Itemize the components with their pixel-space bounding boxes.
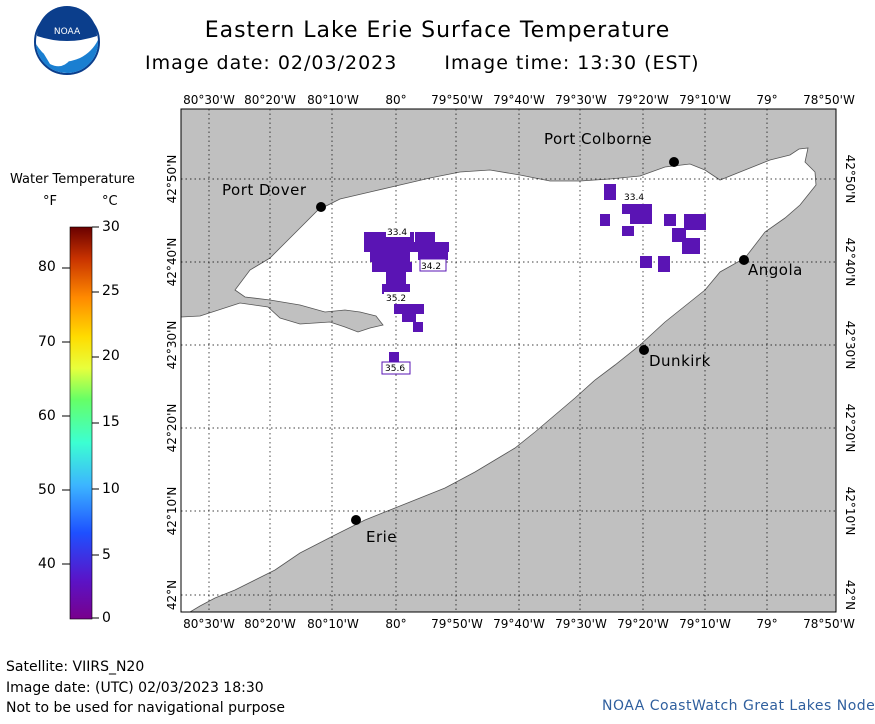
legend-f-tick: 60	[38, 408, 56, 424]
svg-text:42°50'N: 42°50'N	[165, 155, 179, 204]
svg-text:79°50'W: 79°50'W	[431, 93, 483, 107]
svg-text:79°20'W: 79°20'W	[617, 617, 669, 631]
lon-labels-bottom: 80°30'W 80°20'W 80°10'W 80° 79°50'W 79°4…	[183, 617, 855, 631]
svg-text:79°: 79°	[756, 93, 777, 107]
svg-text:42°20'N: 42°20'N	[165, 404, 179, 453]
port-dover-marker	[316, 202, 326, 212]
temperature-label-boxes	[381, 191, 648, 375]
legend-c-tick: 25	[102, 283, 120, 299]
lat-labels-right: 42°N 42°10'N 42°20'N 42°30'N 42°40'N 42°…	[843, 155, 857, 611]
legend-c-tick: 10	[102, 481, 120, 497]
svg-text:80°: 80°	[385, 93, 406, 107]
svg-text:80°20'W: 80°20'W	[244, 93, 296, 107]
lon-labels-top: 80°30'W 80°20'W 80°10'W 80° 79°50'W 79°4…	[183, 93, 855, 107]
temperature-colorbar	[62, 226, 99, 620]
legend-c-tick: 0	[102, 610, 111, 626]
place-label-dunkirk: Dunkirk	[649, 352, 711, 370]
svg-text:78°50'W: 78°50'W	[803, 617, 855, 631]
svg-text:78°50'W: 78°50'W	[803, 93, 855, 107]
legend-c-tick: 20	[102, 348, 120, 364]
svg-text:79°40'W: 79°40'W	[493, 93, 545, 107]
legend-c-tick: 5	[102, 547, 111, 563]
map-frame	[180, 108, 837, 613]
city-markers	[316, 157, 749, 525]
graticule	[181, 109, 836, 612]
temperature-label: 34.2	[421, 262, 441, 272]
place-label-angola: Angola	[748, 261, 803, 279]
legend-unit-f: °F	[43, 194, 57, 209]
legend-c-tick: 30	[102, 219, 120, 235]
utc-date-label: Image date: (UTC) 02/03/2023 18:30	[6, 680, 264, 696]
node-credit: NOAA CoastWatch Great Lakes Node	[602, 698, 875, 714]
svg-text:42°40'N: 42°40'N	[165, 238, 179, 287]
svg-text:42°30'N: 42°30'N	[165, 321, 179, 370]
place-label-port-colborne: Port Colborne	[544, 130, 652, 148]
svg-text:79°50'W: 79°50'W	[431, 617, 483, 631]
legend-f-tick: 40	[38, 556, 56, 572]
image-datetime: Image date: 02/03/2023 Image time: 13:30…	[145, 52, 740, 74]
noaa-logo-icon: NOAA	[34, 6, 100, 75]
legend-f-tick: 50	[38, 482, 56, 498]
legend-unit-c: °C	[102, 194, 118, 209]
lake-map: 33.4 34.2 35.2 35.6 33.4	[181, 109, 836, 612]
dunkirk-marker	[639, 345, 649, 355]
place-label-port-dover: Port Dover	[222, 181, 307, 199]
image-time: Image time: 13:30 (EST)	[444, 52, 700, 74]
svg-text:80°30'W: 80°30'W	[183, 93, 235, 107]
svg-text:42°10'N: 42°10'N	[165, 487, 179, 536]
svg-text:79°30'W: 79°30'W	[555, 617, 607, 631]
temperature-label: 35.2	[386, 294, 406, 304]
image-date: Image date: 02/03/2023	[145, 52, 398, 74]
svg-text:42°N: 42°N	[165, 580, 179, 610]
place-label-erie: Erie	[366, 528, 397, 546]
temperature-label: 35.6	[385, 364, 405, 374]
svg-text:80°: 80°	[385, 617, 406, 631]
angola-marker	[739, 255, 749, 265]
svg-text:80°20'W: 80°20'W	[244, 617, 296, 631]
temperature-label: 33.4	[624, 193, 644, 203]
legend-f-tick: 70	[38, 334, 56, 350]
svg-text:42°20'N: 42°20'N	[843, 404, 857, 453]
svg-text:42°50'N: 42°50'N	[843, 155, 857, 204]
legend-title: Water Temperature	[10, 172, 135, 187]
disclaimer: Not to be used for navigational purpose	[6, 700, 285, 716]
svg-text:80°10'W: 80°10'W	[307, 93, 359, 107]
svg-text:79°: 79°	[756, 617, 777, 631]
lake-erie-water	[181, 147, 817, 612]
svg-text:42°40'N: 42°40'N	[843, 238, 857, 287]
svg-text:42°10'N: 42°10'N	[843, 487, 857, 536]
lat-labels-left: 42°N 42°10'N 42°20'N 42°30'N 42°40'N 42°…	[165, 155, 179, 611]
legend-f-tick: 80	[38, 259, 56, 275]
logo-text: NOAA	[54, 27, 81, 37]
satellite-label: Satellite: VIIRS_N20	[6, 659, 145, 675]
svg-text:79°20'W: 79°20'W	[617, 93, 669, 107]
svg-text:79°30'W: 79°30'W	[555, 93, 607, 107]
svg-text:80°10'W: 80°10'W	[307, 617, 359, 631]
svg-text:79°10'W: 79°10'W	[679, 93, 731, 107]
svg-text:79°10'W: 79°10'W	[679, 617, 731, 631]
port-colborne-marker	[669, 157, 679, 167]
legend-c-tick: 15	[102, 414, 120, 430]
page-title: Eastern Lake Erie Surface Temperature	[204, 18, 671, 43]
svg-text:80°30'W: 80°30'W	[183, 617, 235, 631]
erie-marker	[351, 515, 361, 525]
svg-text:42°30'N: 42°30'N	[843, 321, 857, 370]
svg-text:79°40'W: 79°40'W	[493, 617, 545, 631]
temperature-label: 33.4	[387, 228, 407, 238]
temperature-pixels-east	[600, 184, 706, 272]
svg-text:42°N: 42°N	[843, 580, 857, 610]
